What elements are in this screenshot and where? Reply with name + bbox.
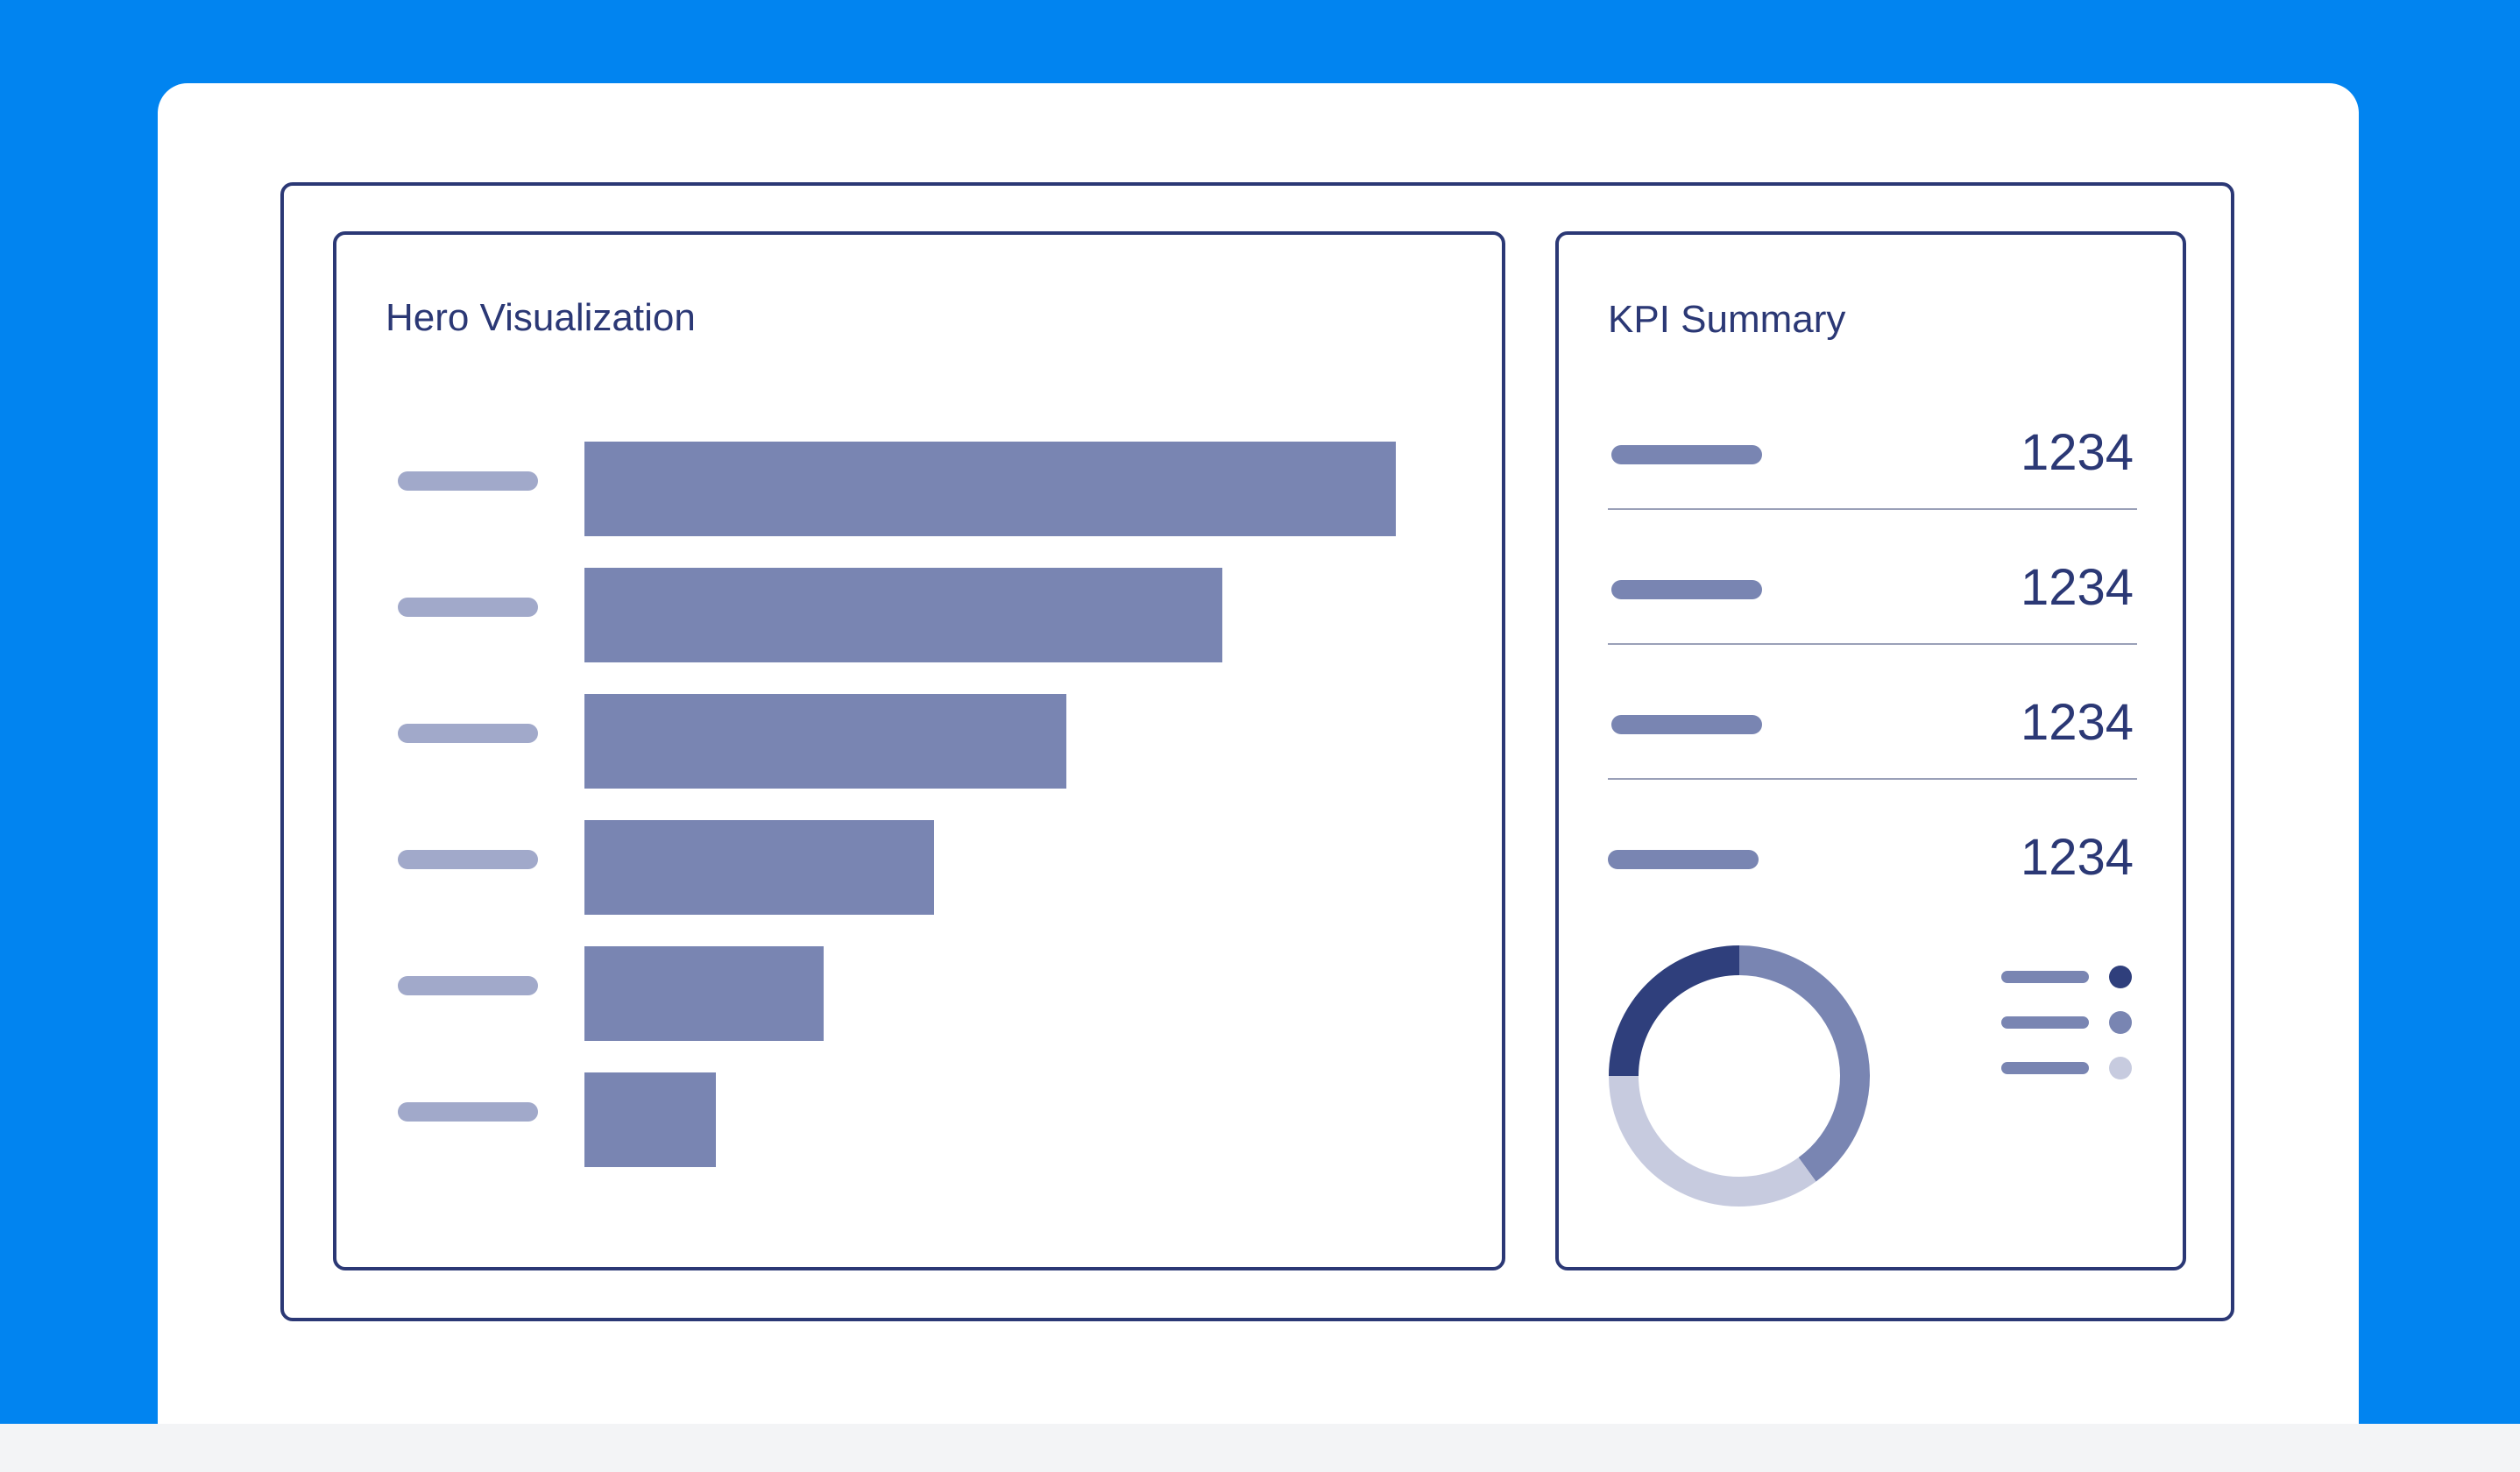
kpi-value: 1234 (2020, 829, 2134, 886)
legend-label-placeholder (2001, 1062, 2089, 1074)
kpi-divider (1608, 643, 2137, 645)
bar (584, 1072, 716, 1167)
bar (584, 442, 1396, 536)
donut-slice (1609, 945, 1740, 1077)
kpi-value: 1234 (2020, 559, 2134, 616)
kpi-value: 1234 (2020, 694, 2134, 751)
kpi-row-label-placeholder (1611, 580, 1762, 599)
kpi-value: 1234 (2020, 424, 2134, 481)
bar-label-placeholder (398, 1102, 538, 1122)
kpi-row-label-placeholder (1611, 445, 1762, 464)
bar-label-placeholder (398, 850, 538, 869)
legend-label-placeholder (2001, 1016, 2089, 1029)
legend-dot (2109, 1057, 2132, 1079)
kpi-row-label-placeholder (1608, 850, 1759, 869)
kpi-divider (1608, 508, 2137, 510)
donut-chart (1609, 945, 1870, 1207)
bar-label-placeholder (398, 724, 538, 743)
bar (584, 946, 824, 1041)
donut-slice (1738, 945, 1870, 1182)
hero-visualization-panel: Hero Visualization (333, 231, 1505, 1270)
bar (584, 694, 1066, 789)
bar (584, 568, 1222, 662)
kpi-row-label-placeholder (1611, 715, 1762, 734)
bar-label-placeholder (398, 471, 538, 491)
bar-label-placeholder (398, 598, 538, 617)
kpi-summary-panel: KPI Summary 1234 1234 1234 1234 (1555, 231, 2186, 1270)
kpi-summary-title: KPI Summary (1608, 298, 1846, 341)
hero-visualization-title: Hero Visualization (386, 296, 696, 339)
bar (584, 820, 934, 915)
bar-label-placeholder (398, 976, 538, 995)
kpi-divider (1608, 778, 2137, 780)
legend-dot (2109, 1011, 2132, 1034)
legend-label-placeholder (2001, 971, 2089, 983)
donut-slice (1609, 1075, 1816, 1207)
dashboard-frame (280, 182, 2234, 1321)
legend-dot (2109, 966, 2132, 988)
bottom-strip (0, 1424, 2520, 1472)
